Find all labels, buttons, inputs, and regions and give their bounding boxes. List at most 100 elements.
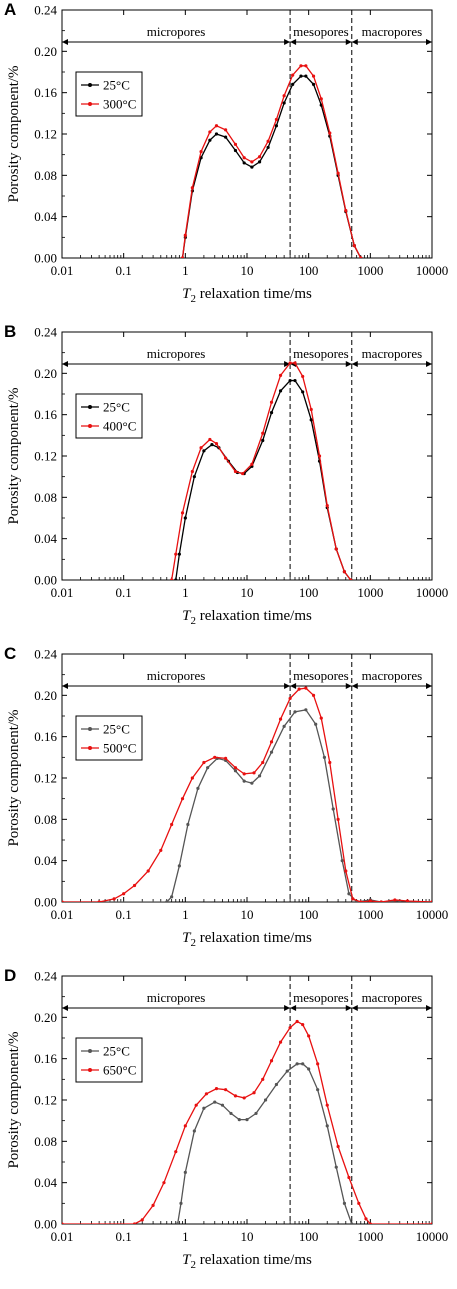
region-label: macropores (362, 668, 423, 683)
data-point (311, 693, 316, 697)
legend-marker (88, 746, 92, 750)
data-point (214, 442, 219, 446)
data-point (263, 1098, 268, 1102)
series-group (170, 361, 353, 580)
x-tick-label: 100 (299, 585, 319, 600)
x-axis-label-text: relaxation time/ms (196, 608, 312, 624)
y-axis-label: Porosity component/% (6, 709, 22, 846)
panel-c: C 0.01 0.1 1 10 100 1000 10000 0.00 0.04 0.08 0.12… (0, 644, 457, 966)
series-group (176, 1062, 354, 1224)
data-point (177, 552, 181, 556)
series-group (62, 686, 432, 902)
x-tick-label: 0.01 (51, 907, 74, 922)
data-point (328, 760, 332, 765)
panel-label-b: B (4, 322, 17, 341)
region-label: mesopores (293, 668, 349, 683)
legend-box (75, 1037, 143, 1083)
data-point (199, 446, 203, 450)
data-point (132, 883, 137, 888)
data-point (208, 437, 212, 442)
data-point (233, 1094, 238, 1098)
y-tick-label: 0.16 (34, 85, 57, 100)
y-tick-label: 0.16 (34, 407, 57, 422)
data-point (242, 772, 246, 776)
data-point (359, 256, 363, 258)
legend-box (75, 393, 143, 439)
region-label: mesopores (293, 990, 349, 1005)
x-tick-label: 10000 (416, 585, 449, 600)
series-line (181, 75, 362, 258)
series-line (181, 65, 362, 258)
series-line (171, 362, 352, 580)
data-point (295, 1019, 299, 1024)
legend-marker (88, 102, 92, 106)
data-point (214, 1087, 219, 1091)
data-point (190, 776, 194, 780)
data-point (179, 1201, 183, 1205)
region-label: macropores (362, 24, 423, 39)
data-point (233, 148, 238, 153)
x-tick-label: 10000 (416, 1229, 449, 1244)
data-point (278, 389, 283, 393)
data-point (347, 1175, 351, 1180)
region-arrowhead-left (290, 1005, 297, 1011)
x-tick-label: 10 (241, 263, 254, 278)
data-point (314, 722, 318, 726)
data-point (351, 897, 355, 901)
x-tick-label: 1000 (357, 263, 383, 278)
y-tick-label: 0.12 (34, 771, 57, 786)
data-point (204, 1092, 209, 1096)
x-axis-label: T2 relaxation time/ms (182, 1252, 312, 1271)
x-tick-label: 100 (299, 907, 319, 922)
legend-marker (88, 83, 92, 87)
legend-box (75, 71, 143, 117)
data-point (288, 1026, 292, 1030)
y-tick-label: 0.04 (34, 853, 57, 868)
data-point (220, 1103, 225, 1107)
data-point (224, 1088, 228, 1092)
data-point (340, 859, 344, 863)
data-point (242, 156, 246, 160)
region-arrowhead-right (426, 1005, 432, 1011)
data-point (291, 73, 295, 77)
series-group (62, 1019, 432, 1224)
region-label: macropores (362, 346, 423, 361)
y-tick-label: 0.04 (34, 1175, 57, 1190)
panel-a: A 0.01 0.1 1 10 100 1000 10000 0.00 0.04 0.08 0.12… (0, 0, 457, 322)
y-tick-label: 0.20 (34, 1010, 57, 1025)
data-point (252, 1091, 256, 1095)
data-point (288, 696, 292, 701)
x-tick-label: 0.01 (51, 1229, 74, 1244)
data-point (196, 786, 200, 790)
legend-label: 400°C (103, 419, 136, 434)
data-point (285, 1069, 289, 1073)
series-group (180, 64, 363, 258)
y-tick-label: 0.24 (34, 969, 57, 984)
x-axis-label-text: relaxation time/ms (196, 1252, 312, 1268)
data-point (368, 899, 372, 902)
data-point (304, 64, 308, 68)
data-point (202, 1106, 206, 1110)
plot-frame (61, 9, 433, 259)
data-point (311, 82, 316, 86)
data-point (344, 869, 348, 873)
data-point (430, 900, 432, 902)
data-point (254, 1111, 258, 1116)
data-point (180, 256, 185, 258)
data-point (192, 1129, 196, 1133)
region-arrowhead-left (62, 1005, 68, 1011)
data-point (288, 361, 292, 365)
data-point (224, 128, 228, 132)
x-axis-label-text: relaxation time/ms (196, 930, 312, 946)
data-point (325, 504, 329, 508)
data-point (299, 74, 303, 78)
legend-marker (88, 424, 92, 428)
data-point (214, 132, 219, 136)
legend-marker (88, 727, 92, 731)
data-point (368, 1222, 372, 1224)
x-tick-label: 10 (241, 585, 254, 600)
data-point (257, 774, 262, 778)
data-point (261, 760, 265, 765)
x-tick-label: 1 (182, 1229, 189, 1244)
data-point (257, 160, 262, 164)
